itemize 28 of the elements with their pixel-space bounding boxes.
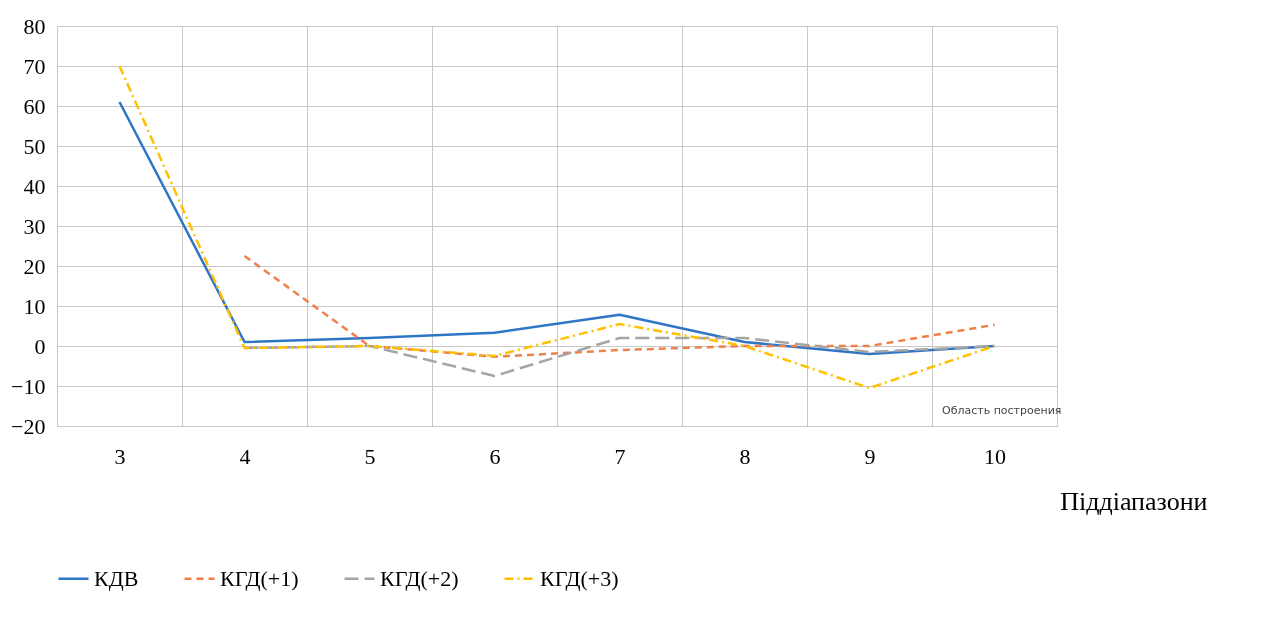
legend-label: КГД(+3) [540,565,619,591]
x-tick-label: 3 [114,443,126,469]
y-tick-label: 40 [23,173,46,199]
y-tick-label: 70 [23,53,46,79]
x-tick-label: 8 [739,443,751,469]
x-tick-label: 4 [239,443,251,469]
line-series [243,254,996,359]
x-tick-label: 10 [984,443,1006,469]
y-tick-label: 60 [23,93,46,119]
y-tick-label: 0 [34,333,46,359]
y-tick-label: 80 [23,13,46,39]
x-tick-label: 7 [614,443,626,469]
line-series [118,100,996,356]
x-tick-label: 9 [864,443,876,469]
legend-label: КДВ [94,565,139,591]
y-tick-label: 50 [23,133,46,159]
legend-label: КГД(+2) [380,565,459,591]
y-tick-label: 20 [23,253,46,279]
x-tick-label: 5 [364,443,376,469]
legend-label: КГД(+1) [220,565,299,591]
annotation: Область построения [942,404,1062,417]
y-tick-label: −10 [11,373,46,399]
x-axis-title: Піддіапазони [1060,486,1208,516]
line-series [118,64,996,390]
y-tick-label: 10 [23,293,46,319]
y-tick-label: −20 [11,413,46,439]
y-tick-label: 30 [23,213,46,239]
x-tick-label: 6 [489,443,501,469]
